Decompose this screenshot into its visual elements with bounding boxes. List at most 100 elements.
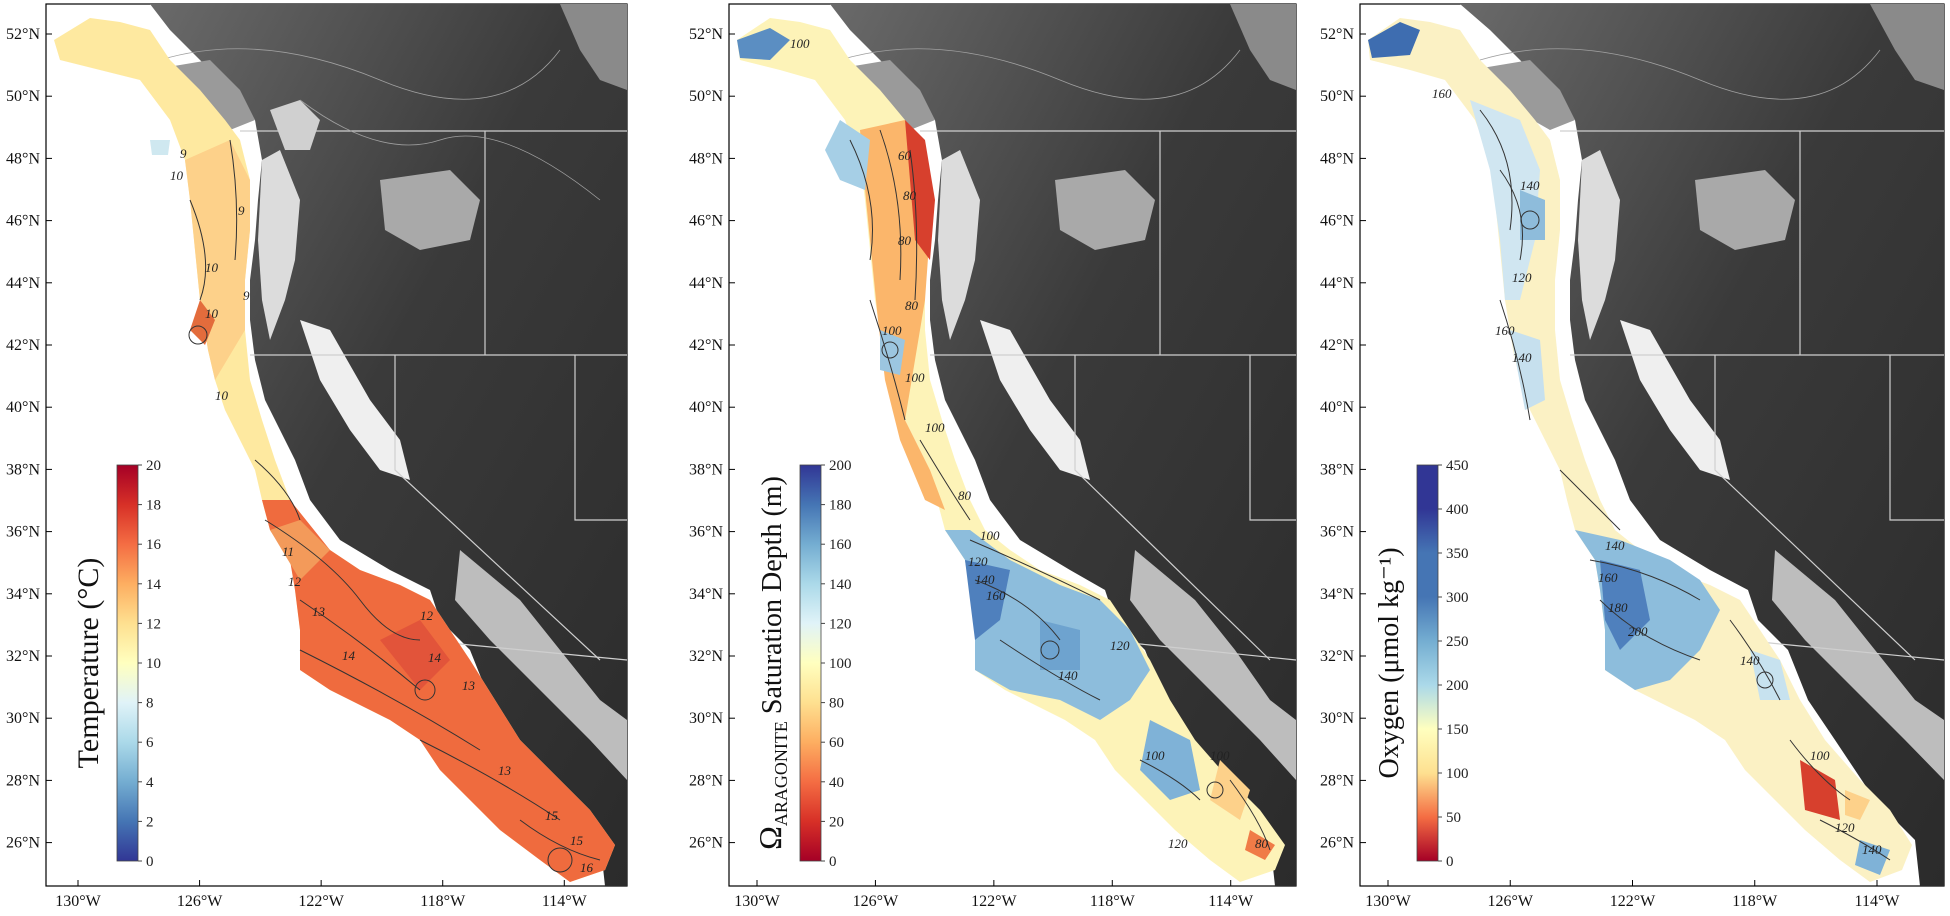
lat-label: 52°N (689, 26, 723, 43)
contour-label: 9 (238, 203, 245, 218)
colorbar-tick-label: 6 (146, 735, 154, 751)
colorbar-tick-label: 100 (1446, 766, 1469, 782)
lat-label: 48°N (689, 150, 723, 167)
lon-label: 126°W (853, 893, 899, 910)
lat-label: 38°N (689, 461, 723, 478)
lat-label: 28°N (6, 772, 40, 789)
colorbar-tick-label: 60 (829, 735, 844, 751)
contour-label: 80 (905, 298, 919, 313)
colorbar-ticks: 0 2 4 6 8 10 12 14 16 18 20 (138, 458, 162, 870)
contour-label: 100 (905, 370, 925, 385)
colorbar-tick-label: 100 (829, 656, 852, 672)
land-shading (1460, 4, 1944, 886)
contour-label: 13 (312, 604, 326, 619)
colorbar-tick-label: 12 (146, 616, 161, 632)
contour-label: 140 (975, 572, 995, 587)
lon-label: 122°W (971, 893, 1017, 910)
contour-labels: 100 60 80 80 100 80 100 100 80 100 120 1… (790, 36, 1269, 851)
lon-label: 130°W (55, 893, 101, 910)
colorbar-tick-label: 120 (829, 616, 852, 632)
colorbar: 0 20 40 60 80 100 120 140 160 180 200 ΩARAGONITE S… (752, 458, 852, 870)
colorbar-tick-label: 20 (146, 458, 161, 474)
contour-label: 10 (215, 388, 229, 403)
lat-label: 44°N (1320, 275, 1354, 292)
contour-label: 160 (1495, 323, 1515, 338)
colorbar-label: Temperature (°C) (72, 558, 105, 769)
colorbar-label-sub: ARAGONITE (771, 721, 791, 826)
colorbar-tick-label: 14 (146, 577, 162, 593)
contour-label: 100 (1810, 748, 1830, 763)
contour-labels: 160 140 120 160 140 140 160 180 200 140 … (1432, 86, 1882, 857)
colorbar-tick-label: 0 (1446, 854, 1454, 870)
contour-label: 100 (882, 323, 902, 338)
lat-label: 36°N (6, 524, 40, 541)
contour-label: 140 (1740, 653, 1760, 668)
lat-label: 36°N (689, 524, 723, 541)
contour-label: 140 (1862, 842, 1882, 857)
contour-labels: 9 10 10 9 9 10 10 11 12 13 12 14 14 13 1… (170, 146, 594, 875)
lon-label: 122°W (1610, 893, 1656, 910)
aragonite-field (737, 18, 1285, 882)
lat-label: 40°N (1320, 399, 1354, 416)
contour-label: 140 (1605, 538, 1625, 553)
contour-label: 12 (288, 574, 302, 589)
contour-label: 10 (205, 260, 219, 275)
lon-label: 114°W (542, 893, 588, 910)
lat-label: 26°N (689, 835, 723, 852)
temperature-field (54, 18, 615, 882)
colorbar-tick-label: 200 (829, 458, 852, 474)
contour-label: 100 (980, 528, 1000, 543)
contour-label: 120 (1512, 270, 1532, 285)
lat-label: 44°N (689, 275, 723, 292)
contour-label: 180 (1608, 600, 1628, 615)
colorbar-tick-label: 350 (1446, 546, 1469, 562)
colorbar-tick-label: 180 (829, 498, 852, 514)
lat-label: 26°N (6, 835, 40, 852)
lat-label: 46°N (1320, 213, 1354, 230)
contour-label: 120 (968, 554, 988, 569)
lat-label: 28°N (689, 772, 723, 789)
colorbar-tick-label: 300 (1446, 590, 1469, 606)
colorbar-tick-label: 10 (146, 656, 161, 672)
contour-label: 100 (1210, 748, 1230, 763)
lat-label: 48°N (1320, 150, 1354, 167)
contour-label: 60 (898, 148, 912, 163)
contour-label: 13 (462, 678, 476, 693)
lat-label: 26°N (1320, 835, 1354, 852)
contour-label: 16 (580, 860, 594, 875)
lon-label: 130°W (734, 893, 780, 910)
contour-label: 160 (986, 588, 1006, 603)
lat-label: 52°N (1320, 26, 1354, 43)
lat-label: 44°N (6, 275, 40, 292)
contour-label: 100 (790, 36, 810, 51)
colorbar-tick-label: 0 (146, 854, 154, 870)
lat-label: 34°N (689, 586, 723, 603)
axis-labels: 52°N 50°N 48°N 46°N 44°N 42°N 40°N 38°N 36°N 34°N… (689, 26, 1254, 910)
contour-label: 15 (570, 833, 584, 848)
lat-label: 40°N (689, 399, 723, 416)
lat-label: 32°N (1320, 648, 1354, 665)
contour-label: 10 (205, 306, 219, 321)
colorbar-ticks: 0 20 40 60 80 100 120 140 160 180 200 (821, 458, 852, 870)
contour-label: 80 (958, 488, 972, 503)
axis-labels: 52°N 50°N 48°N 46°N 44°N 42°N 40°N 38°N 36°N 34°N… (6, 26, 588, 910)
colorbar: 0 2 4 6 8 10 12 14 16 18 20 Temperature (°C) (72, 458, 162, 870)
lat-label: 52°N (6, 26, 40, 43)
panel-oxygen: 160 140 120 160 140 140 160 180 200 140 … (1320, 3, 1945, 910)
contour-label: 160 (1598, 570, 1618, 585)
contour-label: 120 (1835, 820, 1855, 835)
contour-label: 140 (1512, 350, 1532, 365)
lon-label: 122°W (298, 893, 344, 910)
lat-label: 50°N (1320, 88, 1354, 105)
colorbar-label-prefix: Ω (752, 826, 788, 850)
contour-label: 100 (1145, 748, 1165, 763)
lat-label: 38°N (6, 461, 40, 478)
lat-label: 48°N (6, 150, 40, 167)
colorbar-tick-label: 4 (146, 775, 154, 791)
colorbar-tick-label: 160 (829, 537, 852, 553)
lat-label: 42°N (689, 337, 723, 354)
lat-label: 28°N (1320, 772, 1354, 789)
contour-label: 9 (180, 146, 187, 161)
colorbar-tick-label: 0 (829, 854, 837, 870)
contour-label: 120 (1110, 638, 1130, 653)
